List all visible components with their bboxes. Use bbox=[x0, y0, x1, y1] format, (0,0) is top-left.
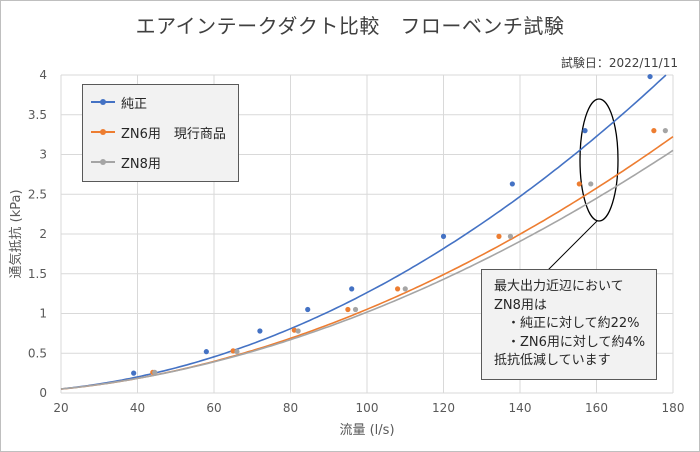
series-2-point bbox=[496, 233, 502, 239]
annotation-line: ・純正に対して約22% bbox=[494, 316, 640, 331]
x-tick-label: 160 bbox=[585, 401, 608, 415]
legend-item-series-3: ZN8用 bbox=[91, 151, 161, 173]
annotation-line: 最大出力近辺において bbox=[494, 279, 624, 294]
highlight-ellipse bbox=[579, 98, 619, 222]
test-date: 試験日：2022/11/11 bbox=[560, 56, 678, 70]
annotation-box: 最大出力近辺において ZN8用は ・純正に対して約22% ・ZN6用に対して約4… bbox=[481, 269, 657, 380]
series-3-point bbox=[295, 328, 301, 334]
series-1-point bbox=[305, 306, 311, 313]
series-3-point bbox=[588, 181, 594, 187]
y-tick-label: 3.5 bbox=[28, 108, 47, 122]
x-tick-label: 20 bbox=[53, 401, 68, 415]
legend: 純正 ZN6用 現行商品 ZN8用 bbox=[82, 84, 239, 182]
annotation-line: ・ZN6用に対して約4% bbox=[494, 334, 646, 350]
annotation-line: ZN8用は bbox=[494, 297, 547, 313]
x-tick-label: 80 bbox=[283, 401, 298, 415]
series-1-point bbox=[440, 233, 447, 239]
y-tick-label: 2 bbox=[39, 227, 47, 241]
y-tick-label: 1 bbox=[39, 307, 47, 321]
legend-swatch-series-2 bbox=[91, 127, 115, 137]
series-1-point bbox=[647, 73, 653, 80]
y-tick-label: 1.5 bbox=[28, 267, 47, 281]
series-1-point bbox=[203, 349, 209, 355]
series-1-point bbox=[131, 370, 137, 376]
y-tick-label: 4 bbox=[39, 68, 47, 82]
annotation-leader-line bbox=[547, 220, 598, 271]
series-2-point bbox=[395, 286, 401, 292]
legend-item-series-2: ZN6用 現行商品 bbox=[91, 121, 226, 143]
series-1-point bbox=[349, 286, 355, 292]
y-tick-label: 3 bbox=[39, 148, 47, 162]
legend-item-series-1: 純正 bbox=[91, 91, 147, 113]
y-tick-label: 0 bbox=[39, 386, 47, 400]
series-2-point bbox=[651, 128, 657, 134]
y-tick-label: 0.5 bbox=[28, 346, 47, 360]
x-tick-label: 180 bbox=[662, 401, 685, 415]
series-2-point bbox=[345, 306, 351, 313]
y-tick-label: 2.5 bbox=[28, 187, 47, 201]
x-axis-label: 流量 (l/s) bbox=[339, 423, 394, 438]
x-tick-label: 60 bbox=[206, 401, 221, 415]
series-3-point bbox=[152, 369, 158, 375]
series-3-point bbox=[507, 233, 514, 239]
series-2-point bbox=[576, 181, 582, 187]
series-line-3 bbox=[60, 149, 674, 390]
series-3-point bbox=[352, 306, 359, 313]
legend-label-series-3: ZN8用 bbox=[121, 156, 161, 172]
legend-label-series-2: ZN6用 現行商品 bbox=[121, 126, 226, 142]
series-1-point bbox=[509, 181, 515, 187]
legend-label-series-1: 純正 bbox=[121, 96, 148, 112]
series-3-point bbox=[662, 128, 668, 134]
legend-swatch-series-1 bbox=[91, 97, 115, 107]
series-1-point bbox=[582, 128, 588, 134]
series-1-point bbox=[257, 328, 263, 334]
series-line-1 bbox=[60, 74, 667, 390]
chart-title: エアインテークダクト比較 フローベンチ試験 bbox=[135, 14, 565, 38]
x-tick-label: 100 bbox=[356, 401, 379, 415]
x-tick-label: 120 bbox=[432, 401, 455, 415]
y-axis-label: 通気抵抗 (kPa) bbox=[8, 189, 24, 278]
annotation-line: 抵抗低減しています bbox=[494, 353, 611, 368]
series-3-point bbox=[402, 286, 408, 292]
x-tick-label: 140 bbox=[509, 401, 532, 415]
legend-swatch-series-3 bbox=[91, 157, 115, 167]
series-3-point bbox=[234, 349, 240, 355]
x-tick-label: 40 bbox=[130, 401, 145, 415]
